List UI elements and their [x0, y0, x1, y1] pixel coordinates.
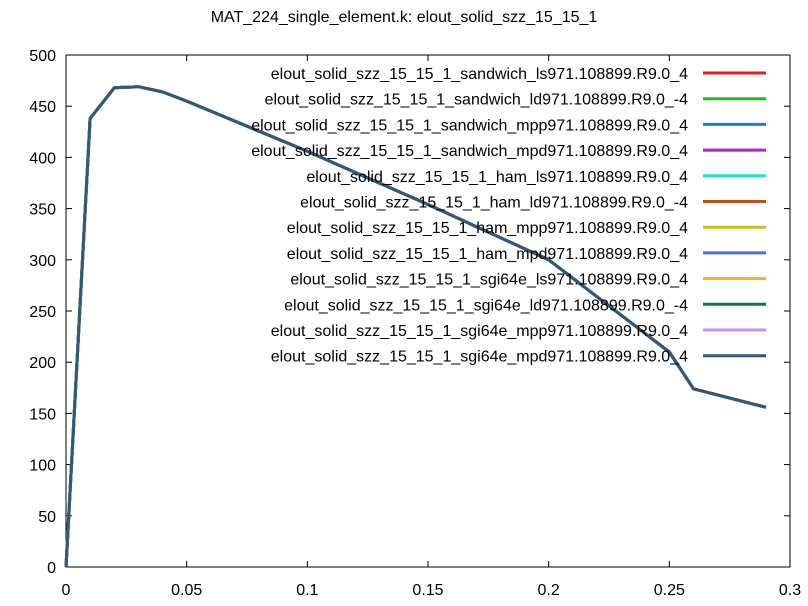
y-tick-label: 500 [29, 48, 56, 65]
legend-label-8: elout_solid_szz_15_15_1_ham_mpd971.10889… [287, 246, 688, 263]
y-tick-label: 150 [29, 406, 56, 423]
y-tick-label: 250 [29, 304, 56, 321]
y-tick-label: 200 [29, 355, 56, 372]
legend-label-10: elout_solid_szz_15_15_1_sgi64e_ld971.108… [284, 297, 688, 314]
x-tick-label: 0 [62, 582, 71, 599]
y-tick-label: 300 [29, 253, 56, 270]
y-tick-label: 450 [29, 99, 56, 116]
x-tick-label: 0.25 [654, 582, 685, 599]
x-tick-label: 0.05 [171, 582, 202, 599]
legend-label-1: elout_solid_szz_15_15_1_sandwich_ls971.1… [271, 66, 688, 83]
legend: elout_solid_szz_15_15_1_sandwich_ls971.1… [251, 66, 766, 366]
legend-label-12: elout_solid_szz_15_15_1_sgi64e_mpd971.10… [271, 349, 688, 366]
series-layer [64, 85, 767, 568]
x-tick-label: 0.2 [538, 582, 560, 599]
x-tick-label: 0.3 [779, 582, 801, 599]
y-tick-label: 50 [38, 509, 56, 526]
chart-title: MAT_224_single_element.k: elout_solid_sz… [211, 9, 598, 26]
legend-label-9: elout_solid_szz_15_15_1_sgi64e_ls971.108… [290, 272, 688, 289]
legend-label-4: elout_solid_szz_15_15_1_sandwich_mpd971.… [251, 143, 688, 160]
series-line-12 [64, 85, 767, 568]
y-tick-label: 0 [47, 560, 56, 577]
legend-label-7: elout_solid_szz_15_15_1_ham_mpp971.10889… [287, 220, 688, 237]
axes: 0 50 100 150 200 250 300 350 400 450 500 0 0.05 0.1 0.… [29, 48, 801, 599]
x-tick-label: 0.15 [412, 582, 443, 599]
y-tick-label: 350 [29, 202, 56, 219]
y-tick-label: 100 [29, 458, 56, 475]
y-tick-label: 400 [29, 150, 56, 167]
legend-label-2: elout_solid_szz_15_15_1_sandwich_ld971.1… [265, 92, 689, 109]
legend-label-3: elout_solid_szz_15_15_1_sandwich_mpp971.… [251, 117, 688, 134]
legend-label-5: elout_solid_szz_15_15_1_ham_ls971.108899… [306, 169, 688, 186]
legend-label-6: elout_solid_szz_15_15_1_ham_ld971.108899… [300, 195, 688, 212]
legend-label-11: elout_solid_szz_15_15_1_sgi64e_mpp971.10… [271, 323, 688, 340]
x-tick-label: 0.1 [296, 582, 318, 599]
